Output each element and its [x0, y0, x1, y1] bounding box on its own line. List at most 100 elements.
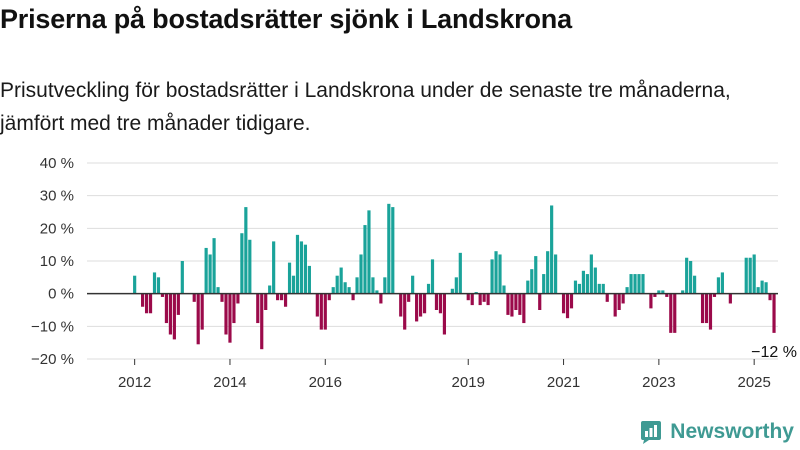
chart-title: Priserna på bostadsrätter sjönk i Landsk…	[0, 4, 572, 34]
x-tick-label: 2014	[213, 374, 246, 391]
bar	[637, 274, 641, 294]
bar	[625, 287, 629, 294]
bar	[331, 287, 335, 294]
bar	[657, 290, 661, 294]
bar	[192, 293, 196, 302]
bar	[244, 207, 248, 294]
bar	[391, 207, 395, 294]
bar	[502, 285, 506, 294]
bar	[387, 203, 391, 294]
brand-logo[interactable]: Newsworthy	[638, 419, 794, 445]
bar	[367, 210, 371, 294]
bar	[276, 293, 280, 301]
x-axis-ticks: 2012 2014 2016 2019 2021 2023 2025	[118, 359, 771, 391]
bar	[641, 274, 645, 294]
bar	[411, 275, 415, 294]
bar	[208, 254, 212, 294]
bar	[621, 293, 625, 304]
bar	[280, 293, 284, 301]
bar	[327, 293, 331, 301]
bar	[518, 293, 522, 315]
y-tick-label: −10 %	[31, 318, 74, 335]
bar	[152, 272, 157, 294]
bar	[224, 293, 228, 335]
bar	[248, 239, 252, 294]
bar	[403, 293, 407, 330]
bar	[268, 285, 272, 294]
bar	[569, 293, 574, 309]
bar	[291, 275, 296, 294]
bar	[144, 293, 149, 314]
x-tick-label: 2019	[452, 374, 485, 391]
bar	[148, 293, 153, 314]
bar	[653, 293, 657, 297]
x-tick-label: 2021	[547, 374, 580, 391]
bar-chart: −20 %−10 %0 %10 %20 %30 %40 % 2012 2014 20…	[31, 155, 797, 391]
brand-name: Newsworthy	[670, 420, 794, 443]
bar	[272, 241, 276, 294]
bar	[379, 293, 383, 304]
bar	[768, 293, 772, 301]
bar	[554, 254, 558, 294]
bar	[422, 293, 427, 314]
bar	[299, 241, 304, 294]
bar	[371, 277, 375, 294]
bar	[498, 254, 502, 294]
bar	[180, 261, 184, 294]
bar	[442, 293, 447, 335]
bar	[363, 225, 367, 294]
bar	[323, 293, 327, 330]
bar	[383, 277, 387, 294]
bar	[399, 293, 403, 317]
bar	[256, 293, 260, 324]
bar	[585, 274, 589, 294]
bar	[704, 293, 709, 324]
bar	[756, 287, 760, 294]
bar	[156, 277, 161, 294]
bar	[633, 274, 637, 294]
bar	[426, 283, 431, 294]
bar	[204, 247, 208, 294]
bar	[407, 293, 411, 302]
bar	[514, 293, 518, 310]
bar	[283, 293, 288, 307]
y-tick-label: 30 %	[40, 188, 74, 205]
bar	[665, 293, 669, 297]
bar	[748, 257, 752, 294]
bar	[474, 292, 478, 294]
bar	[581, 270, 585, 294]
bar	[375, 290, 379, 294]
bar	[415, 293, 419, 322]
bar	[160, 293, 165, 297]
bar	[490, 259, 494, 294]
bar	[689, 261, 693, 294]
bar	[669, 293, 673, 333]
bar	[164, 293, 169, 324]
bar	[681, 290, 685, 294]
x-tick-label: 2012	[118, 374, 151, 391]
bar	[538, 293, 542, 310]
bar	[240, 233, 244, 294]
bar	[546, 251, 550, 294]
bar	[601, 283, 605, 294]
bar	[303, 244, 308, 294]
bar	[494, 251, 498, 294]
bar	[506, 293, 510, 315]
bar	[307, 265, 311, 294]
bar	[335, 275, 339, 294]
bar	[438, 293, 443, 314]
bar	[347, 287, 351, 294]
bar	[605, 293, 609, 302]
bar	[597, 283, 601, 294]
bar	[526, 280, 530, 294]
bar	[542, 274, 546, 294]
bar	[752, 254, 756, 294]
chart-subtitle: Prisutveckling för bostadsrätter i Lands…	[0, 79, 731, 135]
bar	[573, 280, 578, 294]
bar	[693, 275, 697, 294]
y-tick-label: 0 %	[48, 286, 74, 303]
bar	[260, 293, 264, 350]
bar	[200, 293, 204, 330]
bar	[196, 293, 200, 345]
x-tick-label: 2025	[737, 374, 770, 391]
